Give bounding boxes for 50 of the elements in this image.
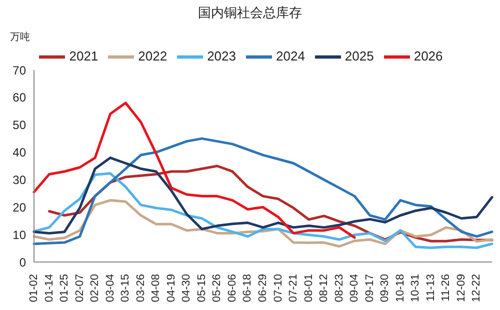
y-tick-label: 0: [19, 255, 26, 270]
y-tick-label: 10: [12, 228, 26, 242]
y-tick-label: 30: [12, 172, 26, 187]
x-tick-label: 07-21: [288, 274, 300, 302]
x-tick-label: 10-31: [410, 274, 422, 302]
x-tick-label: 12-09: [455, 274, 468, 302]
y-tick-label: 20: [12, 200, 26, 214]
y-tick-label: 40: [12, 146, 26, 160]
x-tick-label: 11-13: [424, 274, 437, 302]
x-tick-label: 09-17: [364, 274, 376, 302]
y-tick-label: 70: [12, 63, 26, 78]
line-series: [32, 156, 494, 234]
x-tick-label: 08-12: [318, 274, 330, 302]
x-tick-label: 08-23: [333, 274, 346, 302]
x-tick-label: 05-15: [196, 274, 208, 302]
x-tick-label: 04-08: [150, 274, 162, 302]
y-axis-title: 万吨: [10, 30, 30, 44]
x-tick-label: 06-29: [257, 274, 269, 302]
x-tick-label: 02-07: [74, 274, 86, 302]
x-tick-label: 01-02: [28, 274, 40, 302]
legend-label: 2026: [414, 48, 443, 64]
x-tick-label: 06-18: [242, 274, 254, 302]
x-tick-label: 05-26: [211, 274, 224, 302]
x-tick-label: 11-26: [440, 274, 452, 302]
x-tick-label: 01-14: [43, 274, 56, 302]
x-tick-label: 09-30: [379, 274, 392, 302]
x-tick-label: 10-18: [394, 274, 406, 302]
chart-title: 国内铜社会总库存: [197, 4, 303, 22]
x-tick-label: 08-01: [302, 274, 315, 302]
x-tick-label: 04-30: [180, 274, 193, 302]
x-tick-label: 03-04: [104, 274, 116, 302]
legend-label: 2024: [276, 48, 305, 64]
x-tick-label: 03-15: [120, 274, 132, 302]
legend-label: 2023: [207, 48, 236, 64]
y-tick-label: 50: [12, 118, 26, 132]
legend-label: 2025: [344, 48, 374, 64]
x-tick-label: 02-20: [89, 274, 102, 302]
line-series: [32, 172, 494, 249]
line-series: [32, 137, 494, 246]
y-tick-label: 60: [12, 90, 26, 105]
x-tick-label: 12-22: [470, 274, 483, 302]
line-series: [32, 102, 356, 239]
legend-label: 2021: [69, 48, 98, 64]
x-tick-label: 09-04: [348, 274, 361, 302]
x-tick-label: 01-25: [58, 274, 71, 302]
x-tick-label: 04-19: [165, 274, 178, 302]
x-tick-label: 03-26: [134, 274, 147, 302]
x-tick-label: 06-06: [226, 274, 238, 302]
x-tick-label: 07-10: [272, 274, 284, 302]
legend-label: 2022: [138, 48, 168, 64]
